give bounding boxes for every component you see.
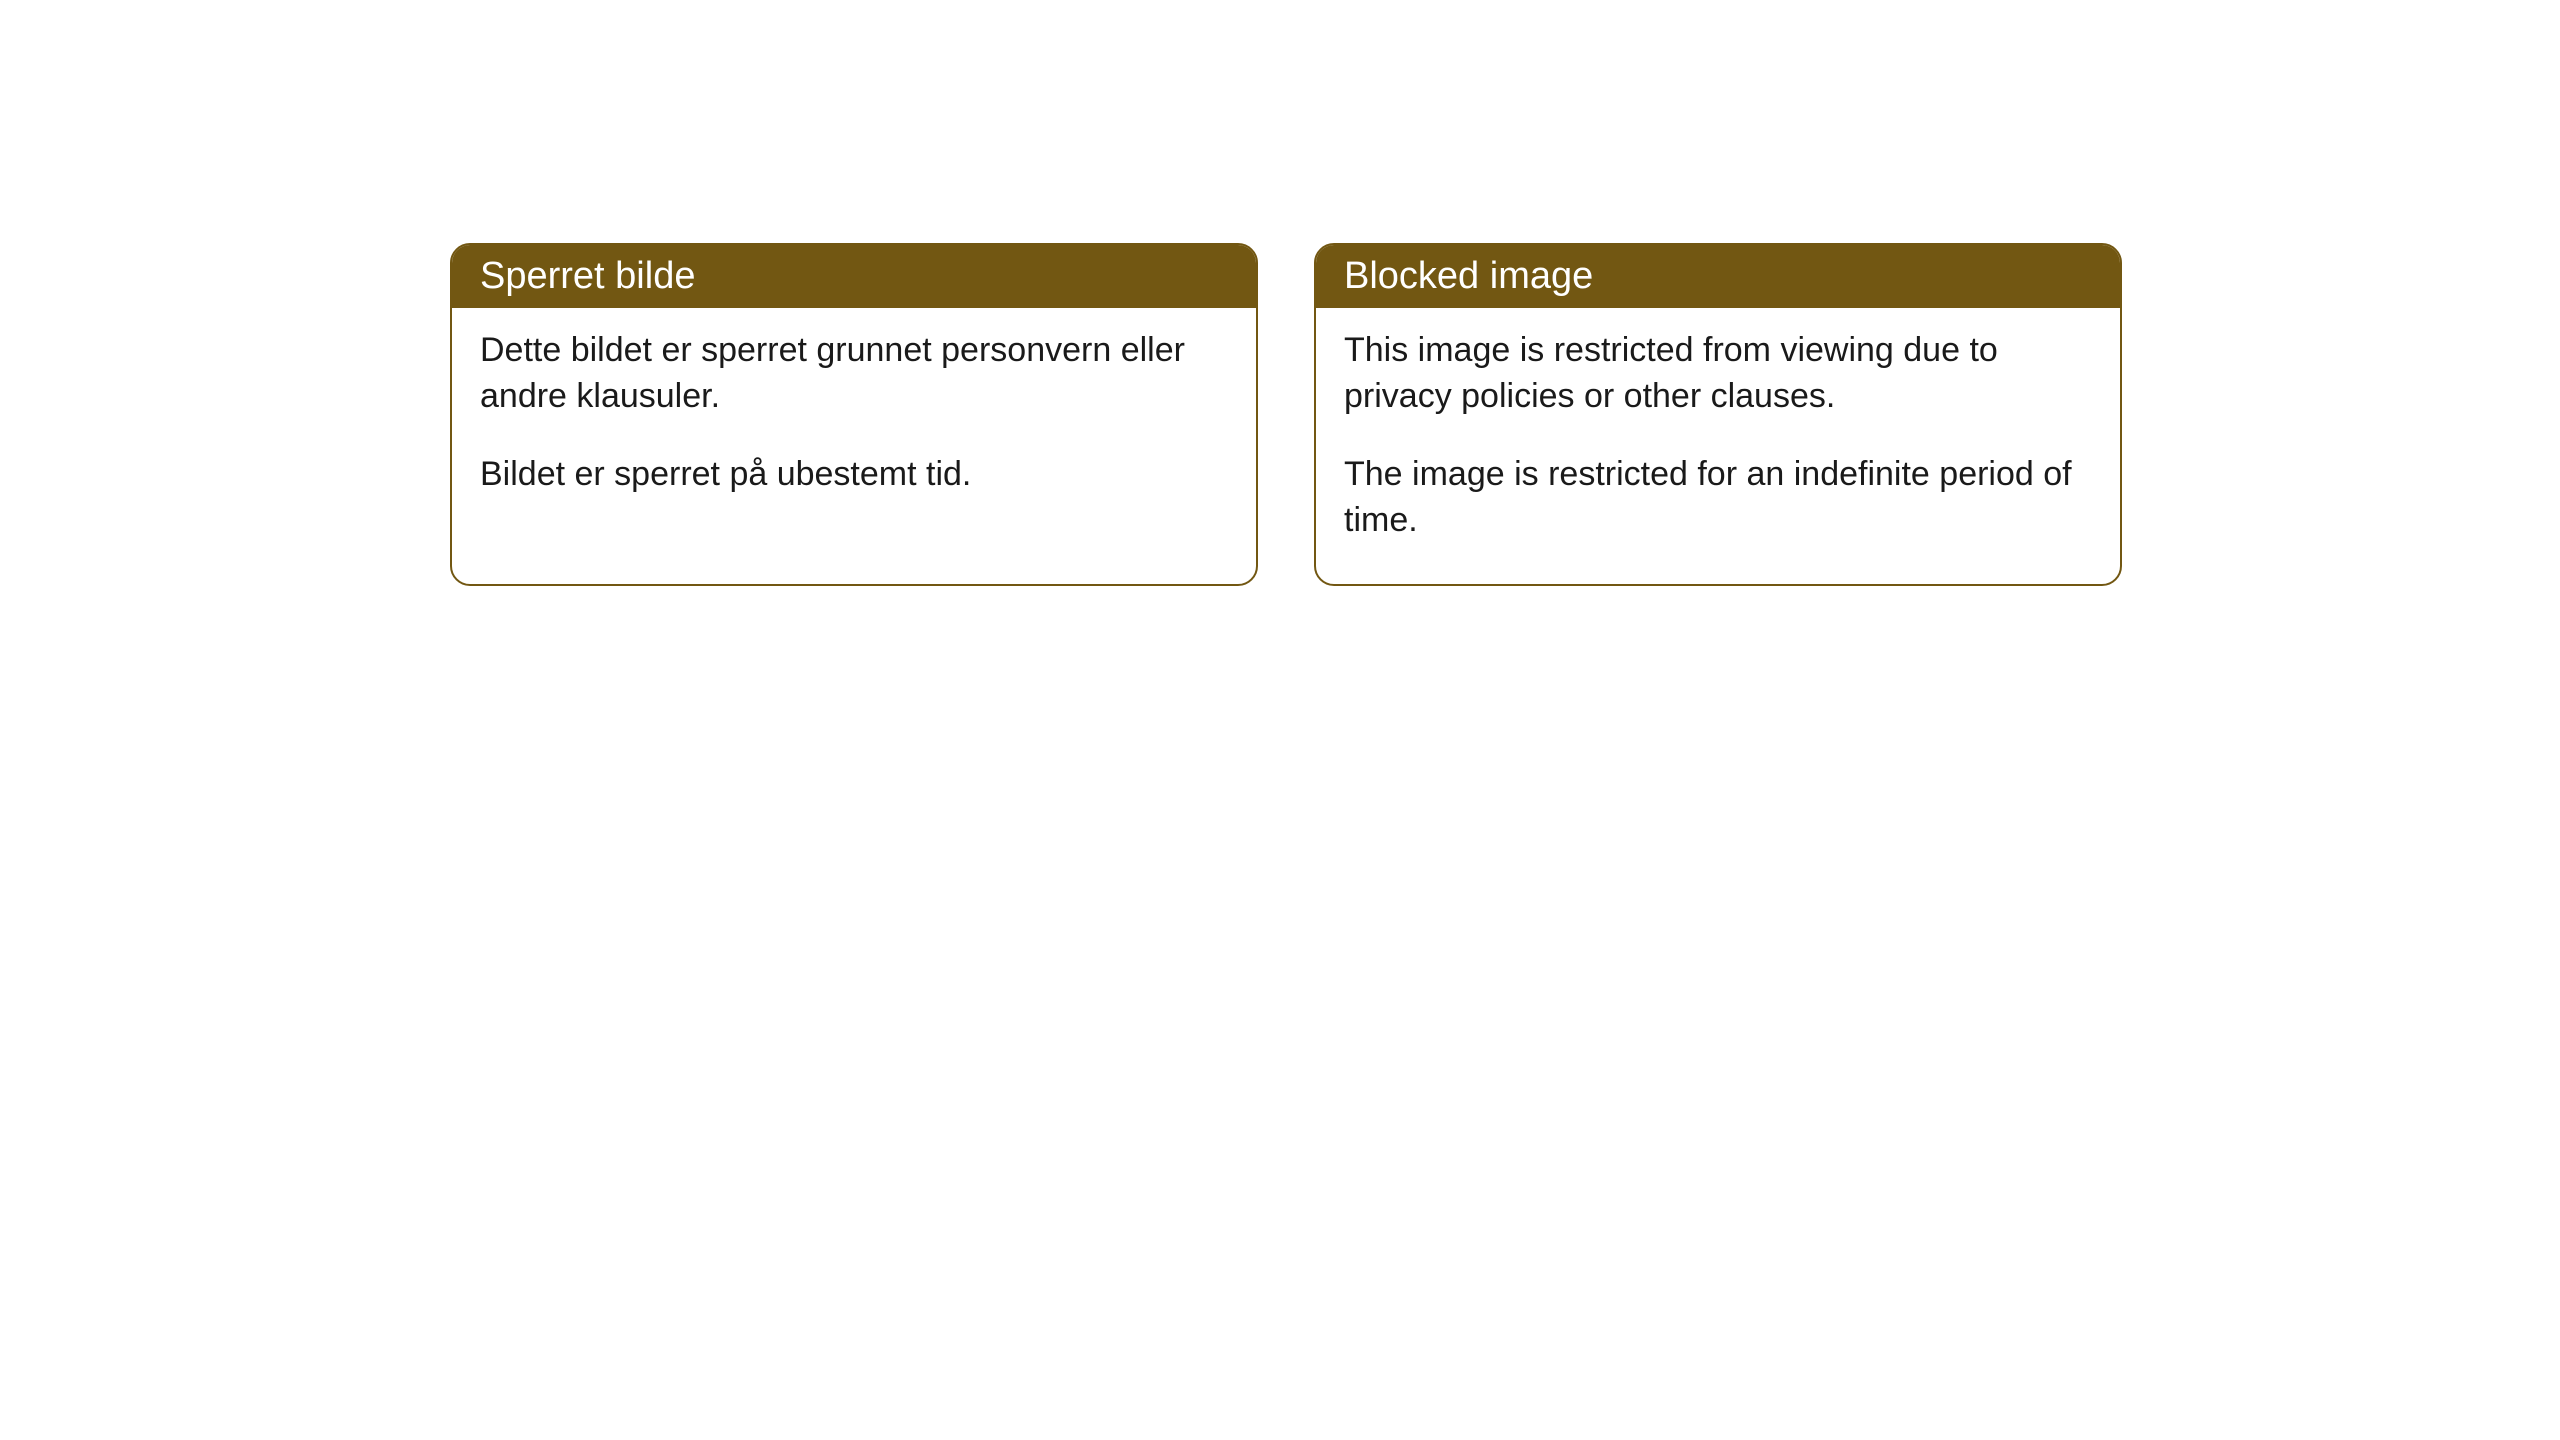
card-paragraph-2-no: Bildet er sperret på ubestemt tid. (480, 452, 1228, 498)
card-paragraph-1-en: This image is restricted from viewing du… (1344, 328, 2092, 420)
notice-cards-container: Sperret bilde Dette bildet er sperret gr… (0, 0, 2560, 586)
card-body-en: This image is restricted from viewing du… (1316, 308, 2120, 584)
card-header-no: Sperret bilde (452, 245, 1256, 308)
blocked-image-card-en: Blocked image This image is restricted f… (1314, 243, 2122, 586)
card-paragraph-2-en: The image is restricted for an indefinit… (1344, 452, 2092, 544)
card-header-en: Blocked image (1316, 245, 2120, 308)
card-paragraph-1-no: Dette bildet er sperret grunnet personve… (480, 328, 1228, 420)
blocked-image-card-no: Sperret bilde Dette bildet er sperret gr… (450, 243, 1258, 586)
card-body-no: Dette bildet er sperret grunnet personve… (452, 308, 1256, 538)
